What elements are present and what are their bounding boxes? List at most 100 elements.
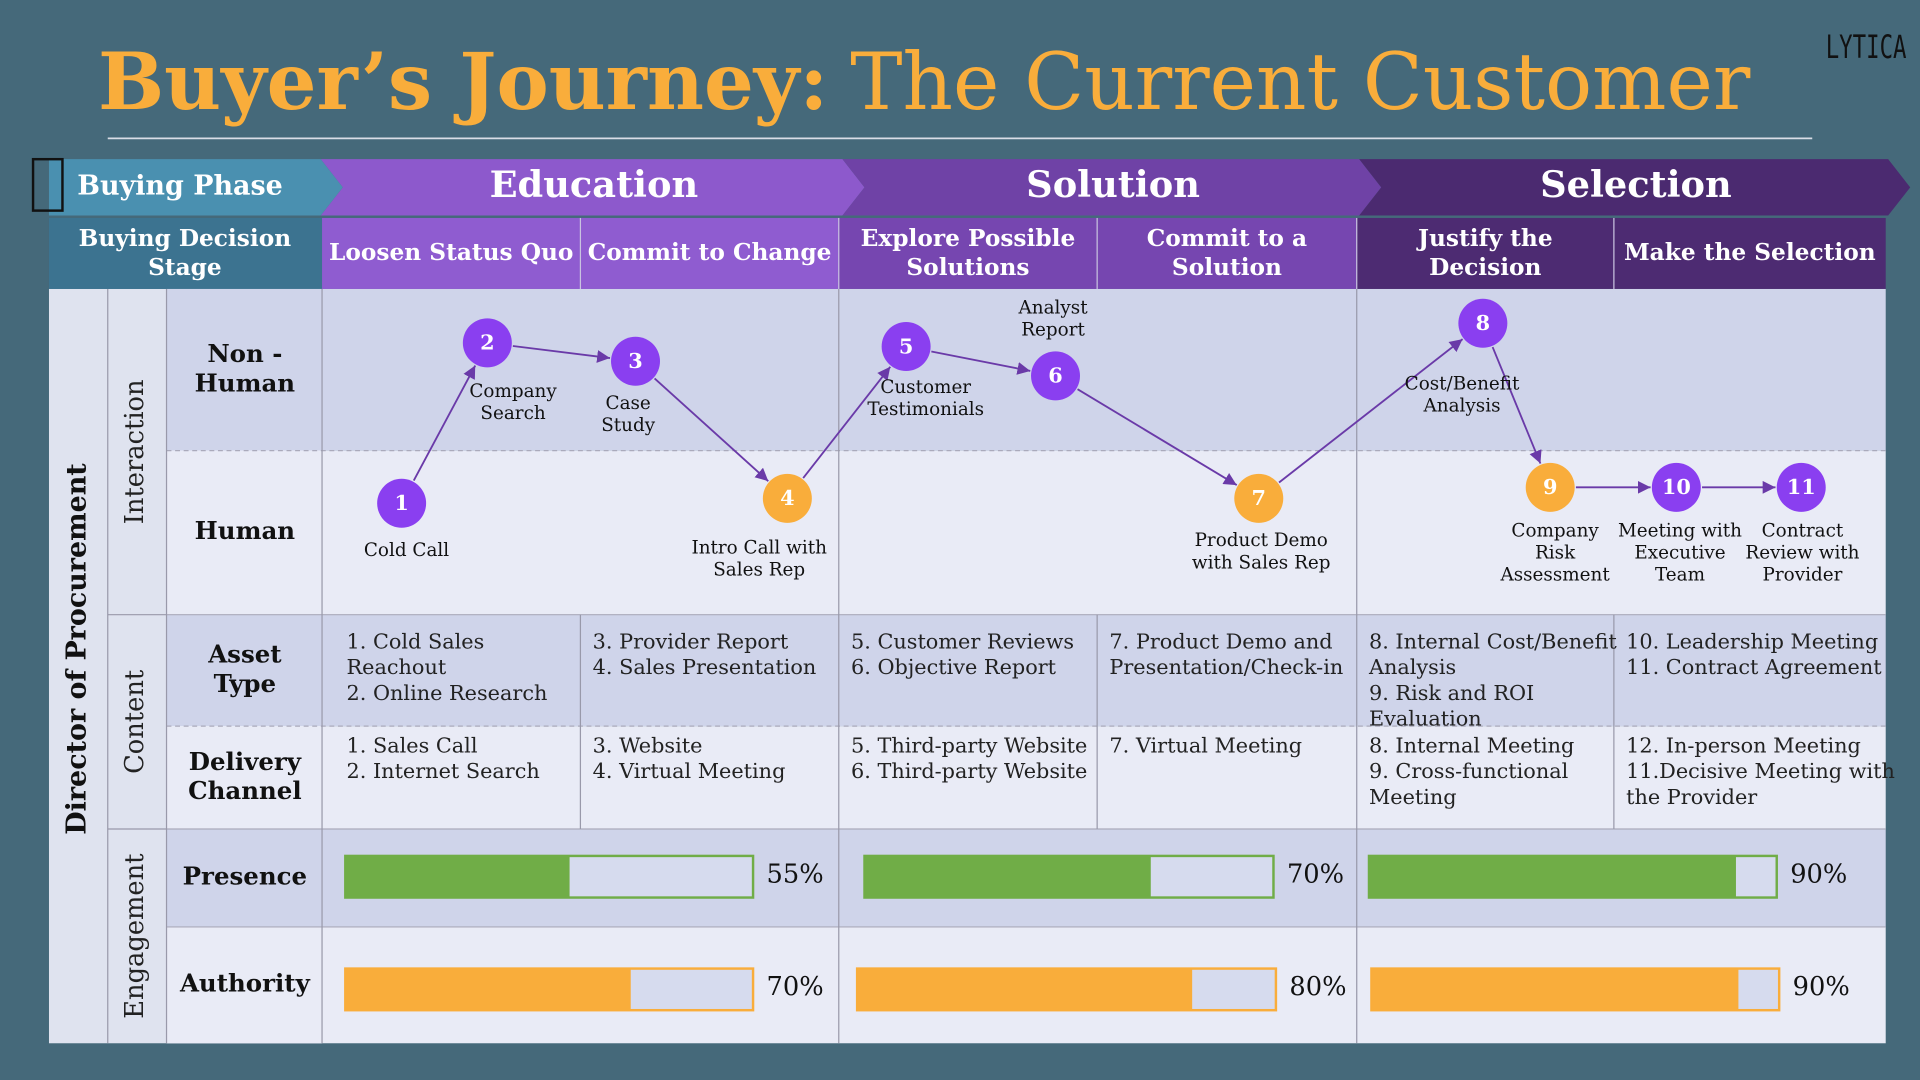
bar-label: 70% [1287, 860, 1344, 890]
stage-label-line: Commit to a [1147, 224, 1307, 251]
content-item: 8. Internal Meeting [1369, 733, 1574, 757]
journey-number: 6 [1048, 363, 1062, 388]
row-label-line: Delivery [189, 746, 302, 775]
journey-arrow [412, 365, 477, 482]
journey-arrow [1491, 346, 1542, 464]
bar-fill [857, 968, 1193, 1011]
journey-node [611, 336, 660, 386]
grid: Buying Phase Education Solution Selection Bu… [31, 157, 1911, 1044]
row-label: Asset Type [207, 639, 282, 697]
journey-label: Team [1655, 565, 1705, 586]
journey-label: Cost/Benefit [1405, 373, 1520, 394]
journey-node [377, 478, 427, 528]
content-item: 12. In-person Meeting [1626, 733, 1861, 757]
journey-label: with Sales Rep [1192, 552, 1331, 573]
phase-header: Buying Phase [77, 170, 283, 201]
journey-node [1776, 462, 1826, 512]
content-item: 3. Website [593, 733, 703, 757]
journey-arrow [512, 345, 611, 363]
journey-label: Assessment [1499, 565, 1610, 586]
journey-label: Meeting with [1618, 520, 1742, 541]
content-item: Meeting [1369, 785, 1457, 809]
content-item: 4. Virtual Meeting [593, 759, 786, 783]
journey-number: 11 [1787, 474, 1816, 499]
journey-label: Contract [1762, 520, 1844, 541]
content-item: 2. Internet Search [347, 759, 540, 783]
journey-label: Company [469, 381, 557, 402]
phase-icon [31, 157, 64, 212]
row-label: Non -Human [195, 339, 296, 397]
group-label: Engagement [120, 853, 150, 1019]
stage-bg [1097, 217, 1357, 289]
journey-arrow [1077, 388, 1238, 486]
content-item: 3. Provider Report [593, 629, 789, 653]
row-label-bg [166, 450, 323, 615]
content-item: 5. Customer Reviews [851, 629, 1074, 653]
content-item: Evaluation [1369, 707, 1482, 731]
content-item: 6. Third-party Website [851, 759, 1087, 783]
journey-node [1458, 298, 1508, 348]
journey-number: 9 [1543, 474, 1557, 499]
row-label: Authority [179, 969, 311, 998]
journey-arrow [653, 377, 769, 482]
title-light: The Current Customer [850, 37, 1751, 128]
bar-label: 90% [1793, 972, 1850, 1002]
journey-node [762, 473, 812, 523]
stage-label: Make the Selection [1624, 239, 1876, 266]
journey-label: Study [601, 415, 656, 436]
journey-label: Analysis [1423, 396, 1501, 417]
row-label-bg [166, 726, 323, 829]
row-label-line: Non - [207, 339, 282, 368]
journey-number: 7 [1252, 485, 1266, 510]
journey-arrow [802, 366, 892, 479]
content-item: Analysis [1368, 655, 1456, 679]
bar-fill [345, 855, 570, 898]
stage-header-line: Stage [148, 254, 222, 281]
journey-number: 3 [628, 348, 642, 373]
stage-label-line: Solutions [906, 254, 1029, 281]
bar-fill [864, 855, 1151, 898]
journey-label: Intro Call with [691, 538, 827, 559]
content-item: Reachout [347, 655, 447, 679]
row-bg [166, 614, 1886, 727]
phase-arrow [320, 159, 865, 216]
stage-header-line: Buying Decision [79, 224, 292, 251]
logo: LYTICA [1826, 28, 1907, 66]
journey-arrow [1278, 338, 1464, 484]
journey-label: Case [606, 393, 651, 414]
journey-label: Testimonials [867, 399, 984, 420]
content-item: 7. Product Demo and [1109, 629, 1332, 653]
phase-label: Education [490, 163, 699, 206]
row-label: Delivery Channel [188, 746, 302, 804]
journey-node [462, 318, 512, 368]
bar-fill [1368, 855, 1736, 898]
stage-label: Commit to Change [588, 239, 832, 266]
phase-arrow [842, 159, 1382, 216]
content-item: 6. Objective Report [851, 655, 1057, 679]
phase-header-bg [48, 159, 343, 216]
bar-label: 90% [1790, 860, 1847, 890]
stage-label: Justify the Decision [1416, 224, 1553, 280]
stage-label: Commit to a Solution [1147, 224, 1307, 280]
stage-bg [838, 217, 1098, 289]
content-item: 1. Sales Call [347, 733, 478, 757]
bar-label: 55% [767, 860, 824, 890]
content-item: 4. Sales Presentation [593, 655, 817, 679]
content-item: 11.Decisive Meeting with [1626, 759, 1895, 783]
content-item: 7. Virtual Meeting [1109, 733, 1302, 757]
bar-fill [1371, 968, 1739, 1011]
journey-arrow [931, 350, 1031, 375]
phase-arrow [1359, 159, 1911, 216]
journey-node [1031, 351, 1080, 401]
stage-label-line: Explore Possible [861, 224, 1076, 251]
stage-label-line: Justify the [1416, 224, 1553, 251]
row-label-line: Human [195, 368, 296, 397]
journey-label: Provider [1763, 565, 1843, 586]
row-label-line: Channel [188, 776, 302, 805]
journey-number: 2 [480, 330, 494, 355]
journey-label: Sales Rep [713, 560, 805, 581]
journey-number: 8 [1476, 310, 1490, 335]
stage-label: Explore Possible Solutions [861, 224, 1076, 280]
row-label-bg [166, 288, 323, 451]
